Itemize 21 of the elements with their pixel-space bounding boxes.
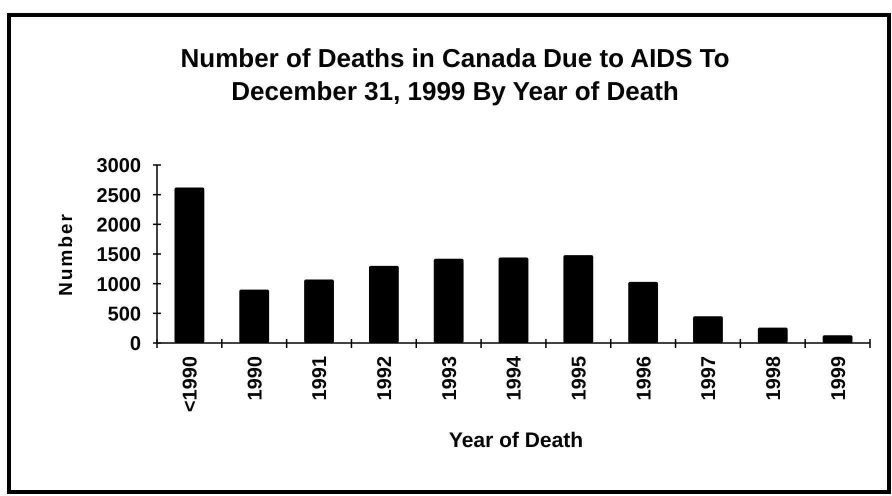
x-tick-label: 1992 [374, 356, 396, 400]
y-tick-label: 2000 [96, 214, 141, 237]
x-tick-label: 1990 [244, 356, 266, 400]
chart-title: Number of Deaths in Canada Due to AIDS To December 31, 1999 By Year of Death [180, 43, 730, 106]
x-tick-label: 1993 [438, 356, 461, 400]
x-tick-label: 1994 [504, 355, 526, 400]
y-axis-title: Number [56, 212, 77, 296]
x-tick-label: 1991 [309, 356, 332, 400]
x-tick-label: 1995 [568, 356, 591, 400]
y-tick-label: 1500 [96, 244, 141, 266]
x-tick-label: 1996 [633, 356, 656, 400]
y-tick-label: 3000 [96, 155, 141, 178]
y-tick-label: 2500 [96, 184, 141, 207]
x-tick-label: <1990 [180, 356, 202, 412]
y-tick-label: 500 [108, 304, 141, 326]
x-tick-label: 1998 [762, 356, 785, 400]
y-tick-label: 1000 [96, 274, 141, 296]
x-axis-title: Year of Death [448, 429, 584, 452]
x-tick-label: 1999 [828, 356, 850, 400]
y-tick-label: 0 [130, 333, 141, 356]
x-tick-label: 1997 [698, 356, 720, 400]
